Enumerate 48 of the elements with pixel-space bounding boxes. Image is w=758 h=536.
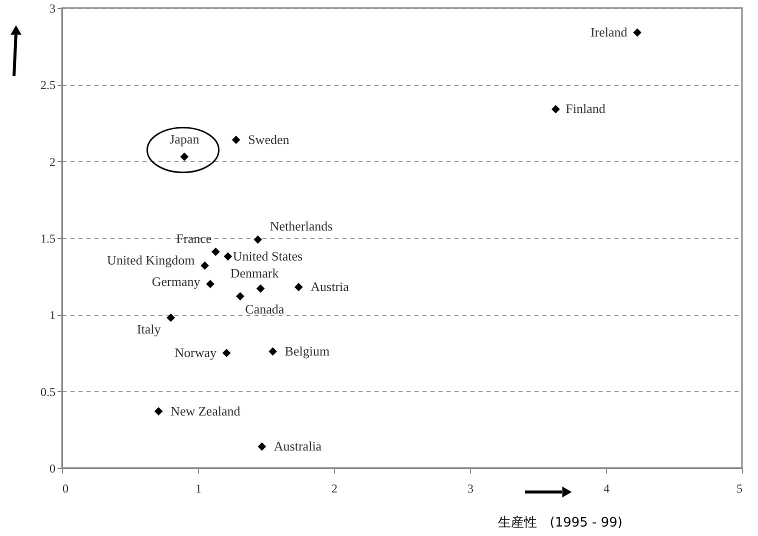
point bbox=[258, 442, 266, 451]
annotation: Netherlands bbox=[270, 218, 333, 234]
annotation: Japan bbox=[170, 132, 200, 147]
y-tick-label: 2 bbox=[50, 154, 56, 169]
annotation: United Kingdom bbox=[107, 252, 195, 268]
point bbox=[222, 348, 231, 358]
y-tick-label: 1.5 bbox=[40, 232, 56, 246]
annotation: Ireland bbox=[590, 24, 628, 40]
point bbox=[294, 282, 303, 292]
annotation: Sweden bbox=[248, 132, 290, 147]
point bbox=[232, 136, 240, 144]
annotation: Italy bbox=[136, 322, 162, 337]
point bbox=[224, 252, 232, 261]
x-tick-label: 3 bbox=[468, 482, 474, 496]
point bbox=[154, 407, 163, 416]
annotation: Norway bbox=[174, 345, 218, 360]
point bbox=[180, 152, 189, 161]
annotation: Finland bbox=[566, 101, 606, 116]
point bbox=[236, 292, 244, 300]
annotation: Austria bbox=[310, 279, 350, 294]
point bbox=[211, 248, 220, 256]
point bbox=[254, 235, 262, 244]
annotation: Australia bbox=[274, 438, 322, 454]
y-tick-label: 1 bbox=[50, 308, 56, 322]
annotation: Belgium bbox=[284, 343, 330, 358]
x-tick-label: 5 bbox=[736, 482, 742, 496]
annotation: New Zealand bbox=[170, 403, 241, 418]
y-tick-label: 0.5 bbox=[40, 384, 56, 399]
annotation: France bbox=[176, 230, 212, 246]
annotation: Canada bbox=[245, 301, 284, 316]
x-tick-label: 0 bbox=[62, 482, 68, 496]
x-tick-label: 2 bbox=[332, 482, 338, 496]
y-tick-label: 3 bbox=[50, 2, 56, 16]
annotation: Germany bbox=[152, 274, 201, 289]
point bbox=[256, 284, 265, 293]
point bbox=[166, 314, 175, 322]
y-tick-label: 0 bbox=[50, 462, 56, 476]
x-tick-label: 4 bbox=[604, 482, 610, 496]
y-tick-label: 2.5 bbox=[40, 78, 56, 92]
point bbox=[551, 105, 560, 114]
point bbox=[633, 28, 642, 37]
x-axis-title: 生産性 (1995 - 99) bbox=[498, 514, 622, 530]
point bbox=[206, 280, 214, 288]
point bbox=[268, 347, 277, 356]
point bbox=[200, 261, 209, 270]
x-tick-label: 1 bbox=[196, 482, 202, 496]
annotation: Denmark bbox=[230, 266, 280, 281]
annotation: United States bbox=[232, 248, 303, 264]
